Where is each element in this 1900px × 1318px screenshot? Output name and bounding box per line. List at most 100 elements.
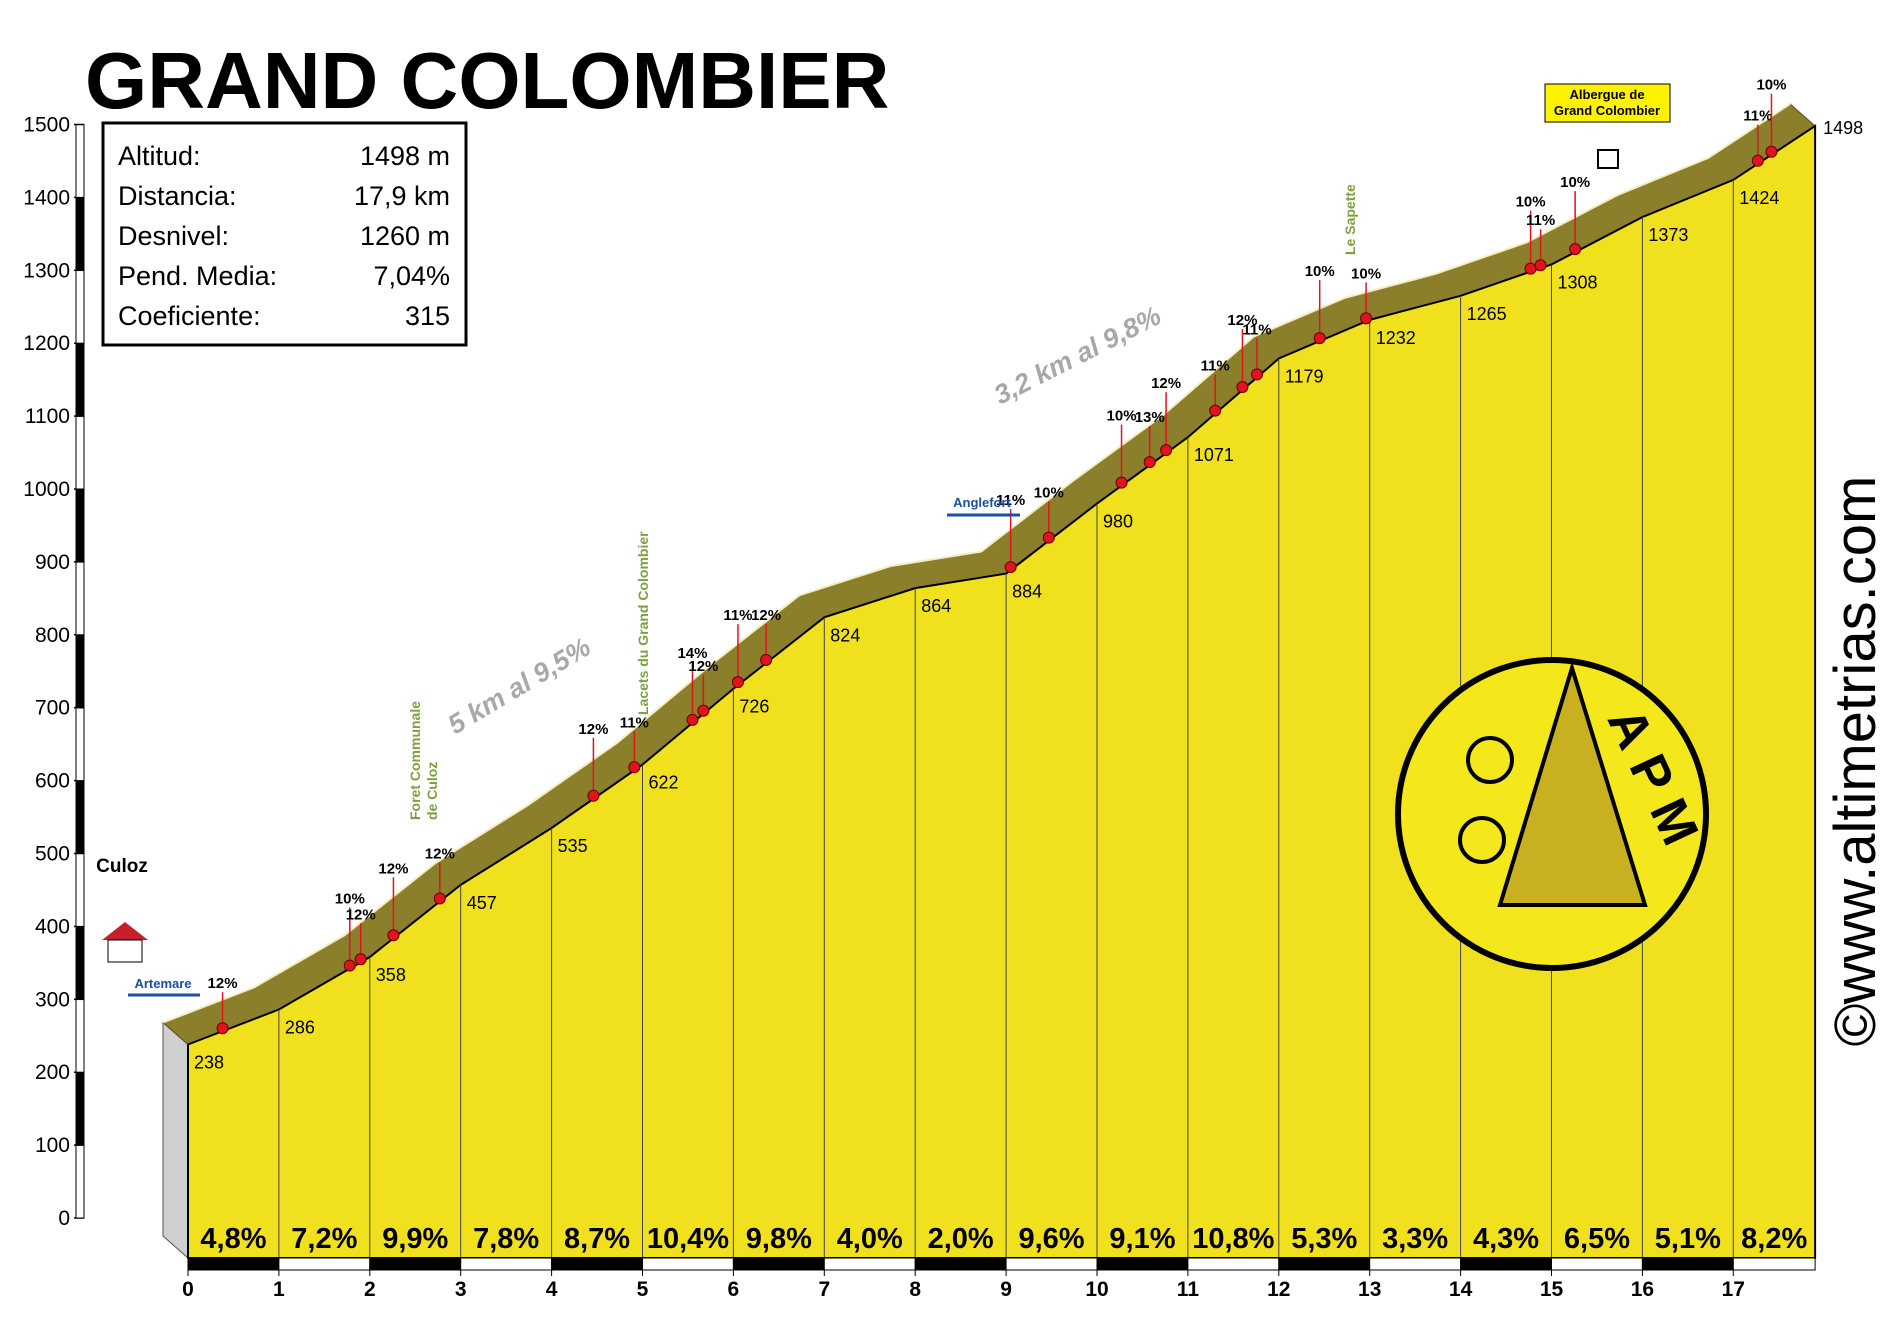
gradient-label: 5,1%: [1655, 1223, 1721, 1255]
info-key: Pend. Media:: [118, 261, 277, 291]
steep-label: 11%: [1242, 321, 1271, 338]
altitude-label: 1179: [1285, 367, 1324, 387]
logo-wheel: [1466, 736, 1514, 784]
steep-point: [760, 654, 773, 667]
steep-point: [628, 761, 641, 774]
steep-label: 10%: [1034, 485, 1064, 502]
site-label: Foret Communale: [407, 701, 423, 820]
gradient-label: 10,4%: [647, 1223, 729, 1255]
steep-label: 11%: [1201, 358, 1230, 375]
steep-point: [686, 713, 699, 726]
climb-note: 5 km al 9,5%: [443, 632, 596, 740]
x-tick-label: 13: [1358, 1278, 1381, 1301]
x-tick-label: 1: [273, 1278, 285, 1301]
gradient-label: 4,8%: [200, 1223, 266, 1255]
steep-point: [587, 789, 600, 802]
refuge-label: Albergue de: [1569, 87, 1644, 102]
place-label: Anglefort: [953, 495, 1011, 510]
x-tick-label: 2: [364, 1278, 376, 1301]
x-tick-label: 5: [637, 1278, 649, 1301]
x-tick-label: 4: [546, 1278, 558, 1301]
steep-label: 12%: [378, 860, 408, 877]
x-tick-label: 8: [909, 1278, 921, 1301]
steep-point: [343, 959, 356, 972]
logo-mountain: [1497, 661, 1648, 907]
gradient-label: 6,5%: [1564, 1223, 1630, 1255]
y-ruler-segment: [75, 998, 85, 1073]
x-tick-label: 14: [1449, 1278, 1473, 1301]
km-strip: [1732, 1257, 1816, 1271]
y-tick-label: 500: [35, 843, 70, 866]
steep-label: 10%: [1756, 77, 1786, 94]
house-icon: [107, 939, 143, 963]
km-strip: [1096, 1257, 1189, 1271]
steep-point: [354, 953, 367, 966]
place-label: Culoz: [96, 856, 148, 877]
steep-point: [1765, 145, 1778, 158]
steep-point: [1236, 381, 1249, 394]
altitude-label: 535: [558, 836, 588, 856]
altitude-label: 1498: [1823, 118, 1863, 138]
steep-label: 12%: [688, 658, 718, 675]
y-tick-label: 1000: [23, 478, 70, 501]
steep-point: [1751, 154, 1764, 167]
steep-label: 12%: [578, 721, 608, 738]
gradient-label: 8,2%: [1741, 1223, 1807, 1255]
copyright: ©: [1823, 1004, 1888, 1047]
steep-label: 10%: [1516, 194, 1546, 211]
x-tick-label: 0: [182, 1278, 194, 1301]
steep-label: 11%: [1743, 108, 1772, 125]
steep-label: 12%: [346, 906, 376, 923]
y-tick-label: 900: [35, 551, 70, 574]
altitude-label: 1373: [1648, 225, 1688, 245]
gradient-label: 10,8%: [1192, 1223, 1274, 1255]
x-tick-label: 6: [728, 1278, 740, 1301]
gradient-label: 3,3%: [1382, 1223, 1448, 1255]
steep-point: [1143, 456, 1156, 469]
x-tick-label: 16: [1631, 1278, 1654, 1301]
y-tick-label: 200: [35, 1061, 70, 1084]
x-tick-label: 15: [1540, 1278, 1564, 1301]
altitude-label: 238: [194, 1052, 224, 1072]
km-strip: [1460, 1257, 1552, 1271]
y-ruler-segment: [75, 853, 85, 927]
y-ruler-segment: [75, 415, 85, 490]
km-strip: [823, 1257, 916, 1271]
altitude-label: 1308: [1558, 272, 1598, 292]
info-key: Distancia:: [118, 181, 237, 211]
site-label: de Culoz: [424, 762, 440, 820]
y-ruler-segment: [75, 124, 85, 198]
side-wall: [162, 1021, 189, 1260]
steep-point: [1209, 404, 1222, 417]
place-label: Artemare: [134, 976, 191, 991]
y-tick-label: 1200: [23, 332, 70, 355]
refuge-label: Grand Colombier: [1554, 103, 1660, 118]
km-strip: [642, 1257, 734, 1271]
km-strip: [1278, 1257, 1371, 1271]
km-strip: [551, 1257, 643, 1271]
steep-label: 11%: [996, 492, 1025, 509]
y-tick-label: 700: [35, 697, 70, 720]
x-tick-label: 10: [1085, 1278, 1108, 1301]
steep-label: 10%: [1107, 408, 1137, 425]
gradient-label: 9,6%: [1018, 1223, 1084, 1255]
y-tick-label: 0: [58, 1207, 70, 1230]
info-box: [101, 121, 468, 347]
info-key: Desnivel:: [118, 221, 229, 251]
climb-note: 3,2 km al 9,8%: [989, 300, 1166, 410]
steep-point: [433, 892, 446, 905]
altitude-label: 1265: [1467, 304, 1507, 324]
steep-label: 11%: [1526, 212, 1555, 229]
y-tick-label: 1500: [23, 114, 70, 137]
steep-point: [1115, 476, 1128, 489]
watermark: www.altimetrias.com: [1823, 476, 1888, 1006]
site-label: Le Sapette: [1342, 184, 1358, 255]
altitude-label: 622: [649, 773, 679, 793]
altitude-label: 884: [1012, 582, 1042, 602]
steep-label: 13%: [1135, 409, 1165, 426]
y-ruler-segment: [75, 780, 85, 854]
altitude-label: 824: [830, 625, 860, 645]
steep-point: [216, 1022, 229, 1035]
steep-label: 12%: [208, 975, 238, 992]
